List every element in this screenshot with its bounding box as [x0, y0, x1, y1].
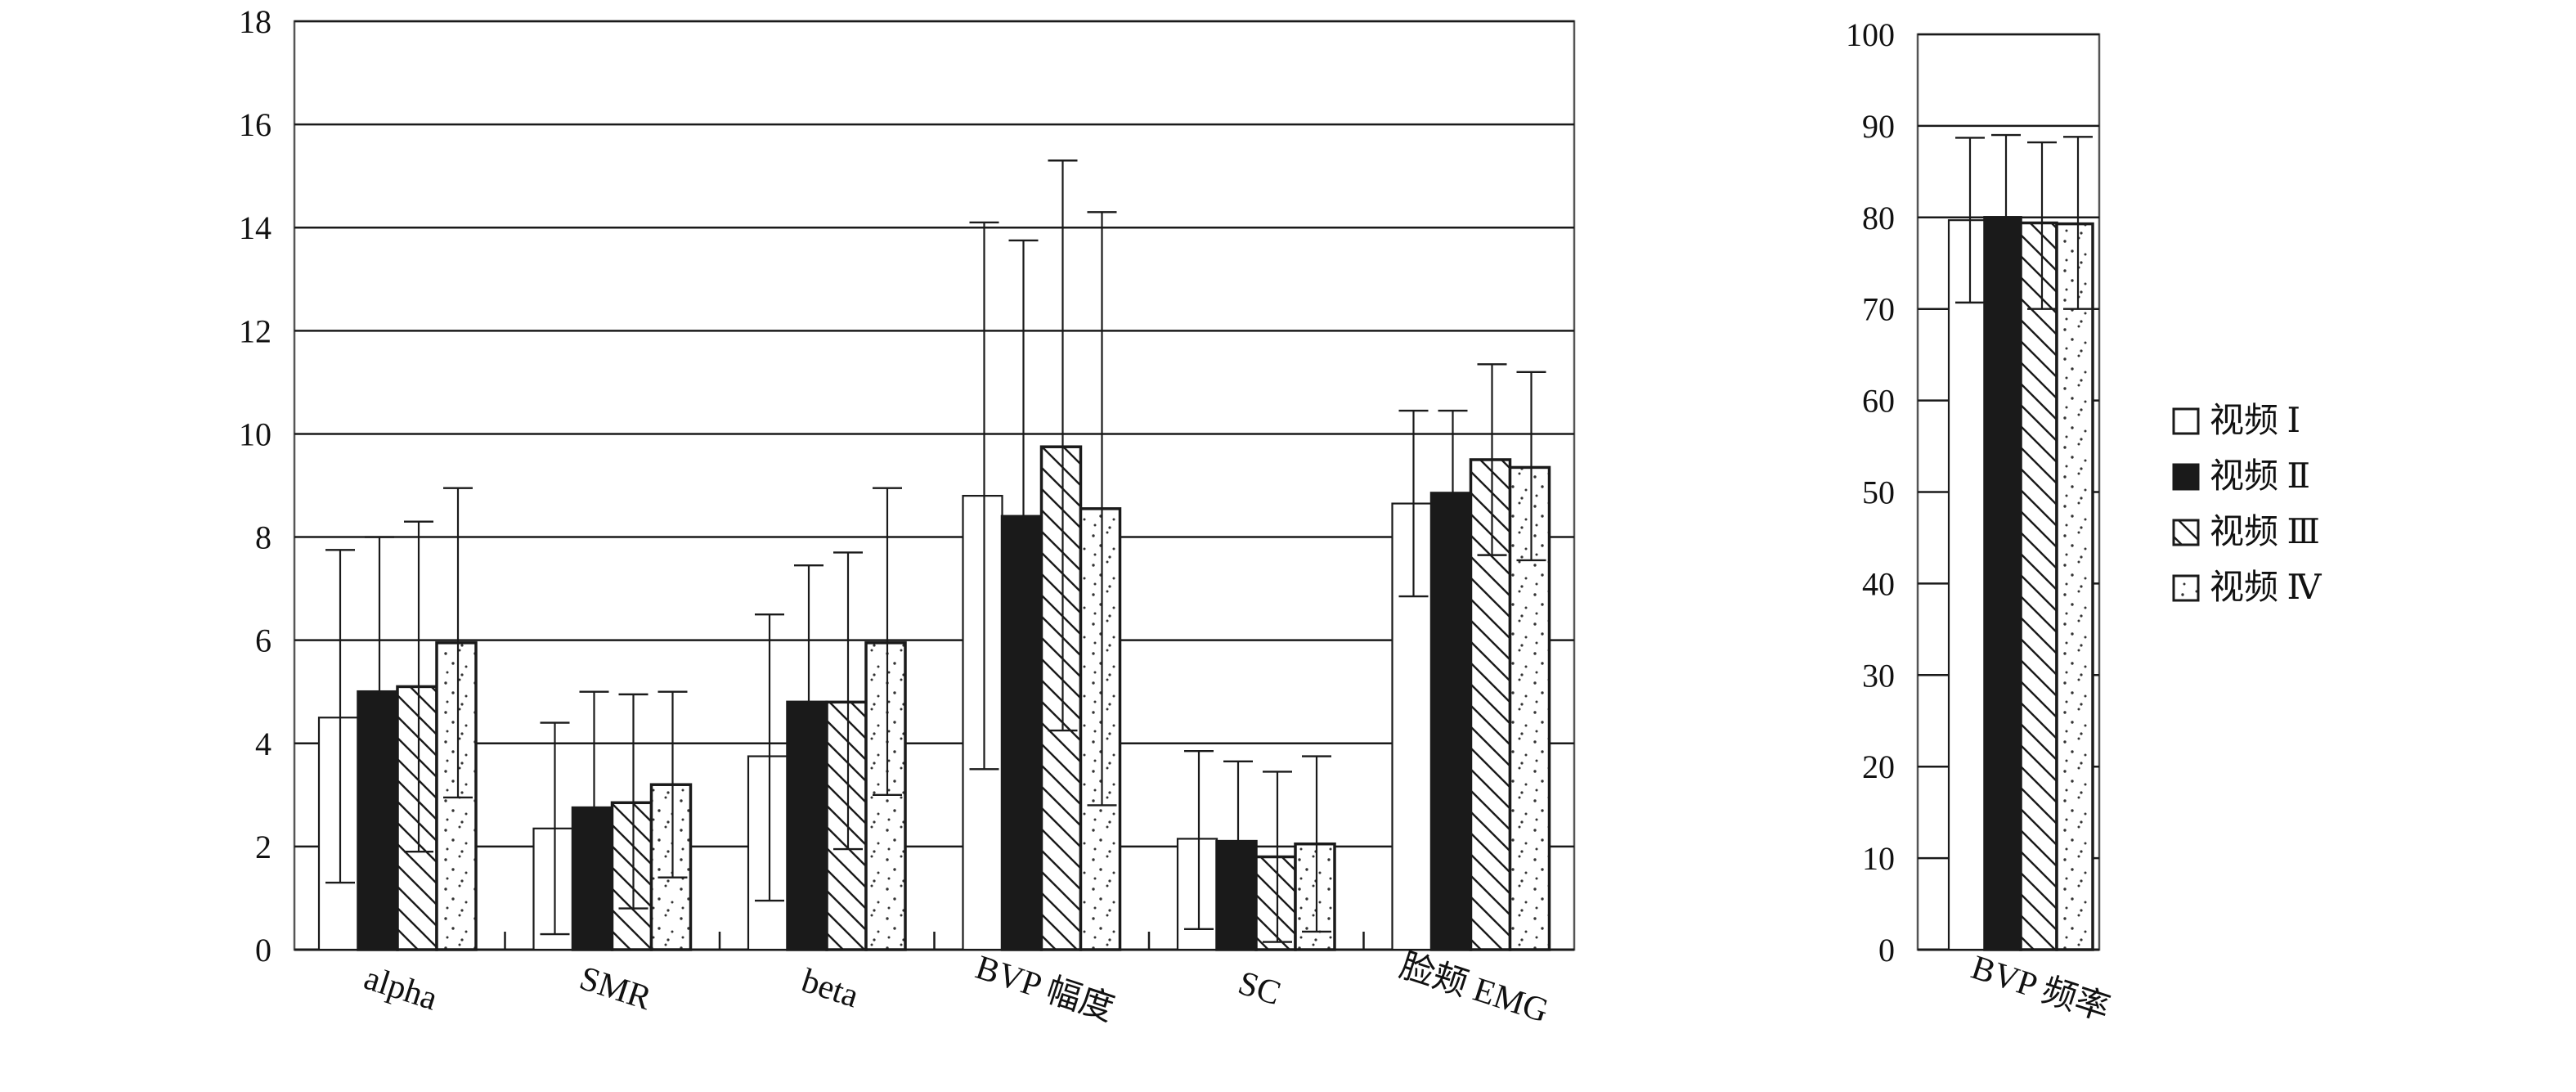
legend: 视频 Ⅰ 视频 Ⅱ 视频 Ⅲ 视频 Ⅳ — [2172, 402, 2322, 607]
x-category-label: BVP 幅度 — [971, 949, 1118, 1029]
y-tick-label: 12 — [239, 312, 272, 349]
bar — [317, 717, 360, 951]
y-tick-label: 6 — [255, 622, 272, 659]
bar — [1983, 216, 2022, 951]
y-tick-label: 10 — [239, 416, 272, 452]
bar — [610, 801, 653, 951]
plot-frame — [293, 20, 1576, 951]
y-tick-label: 2 — [255, 829, 272, 865]
y-tick-label: 80 — [1862, 200, 1895, 236]
bar — [1391, 502, 1433, 951]
bar — [1000, 515, 1043, 951]
bar — [1215, 839, 1258, 951]
x-category-label: BVP 频率 — [1967, 948, 2115, 1029]
y-tick-label: 8 — [255, 519, 272, 556]
bar — [1947, 219, 1986, 951]
bar — [747, 755, 789, 951]
x-category-label: beta — [797, 962, 864, 1015]
y-tick-label: 16 — [239, 106, 272, 143]
bar — [1039, 445, 1083, 951]
x-category-label: alpha — [360, 959, 442, 1018]
y-tick-label: 4 — [255, 726, 272, 762]
legend-label: 视频 Ⅲ — [2210, 514, 2320, 551]
bar — [962, 495, 1003, 951]
y-tick-label: 50 — [1862, 474, 1895, 511]
legend-swatch — [2172, 407, 2200, 435]
legend-swatch — [2172, 519, 2200, 546]
bar — [1429, 492, 1473, 951]
x-category-label: 脸颊 EMG — [1395, 946, 1553, 1031]
y-tick-label: 30 — [1862, 657, 1895, 694]
legend-label: 视频 Ⅳ — [2210, 569, 2322, 607]
bar — [357, 690, 399, 951]
y-tick-label: 90 — [1862, 108, 1895, 145]
bar — [1469, 458, 1512, 951]
bar — [1176, 838, 1218, 951]
bar — [649, 783, 693, 951]
bar — [1294, 842, 1336, 951]
y-tick-label: 0 — [255, 932, 272, 968]
side-chart: 0 10 20 30 40 50 60 70 80 90 100 BVP 频率 — [1846, 16, 2114, 1028]
y-tick-label: 18 — [239, 3, 272, 40]
x-category-label: SMR — [575, 959, 656, 1018]
legend-swatch — [2172, 463, 2200, 491]
y-tick-label: 70 — [1862, 291, 1895, 328]
bar — [435, 641, 478, 951]
legend-label: 视频 Ⅰ — [2210, 402, 2300, 440]
x-category-label: SC — [1233, 964, 1285, 1013]
y-tick-label: 60 — [1862, 383, 1895, 420]
bar — [1508, 465, 1551, 951]
legend-swatch — [2172, 574, 2200, 602]
y-tick-label: 100 — [1846, 16, 1895, 53]
main-chart: 0 2 4 6 8 10 12 14 16 18 alpha SMR beta BVP 幅度 SC 脸颊 EM… — [239, 3, 1576, 1031]
y-tick-label: 40 — [1862, 565, 1895, 602]
bar — [864, 641, 907, 951]
bar — [2019, 221, 2058, 951]
y-tick-label: 10 — [1862, 840, 1895, 877]
bar — [2055, 222, 2094, 951]
bar — [1254, 855, 1297, 951]
bar — [571, 806, 614, 951]
bar — [825, 700, 868, 951]
y-tick-label: 20 — [1862, 748, 1895, 785]
bar — [1079, 507, 1122, 951]
bar — [532, 827, 574, 951]
bar — [396, 685, 438, 951]
bar — [786, 700, 828, 951]
y-tick-label: 14 — [239, 209, 272, 246]
y-tick-label: 0 — [1878, 932, 1895, 968]
legend-label: 视频 Ⅱ — [2210, 458, 2310, 496]
